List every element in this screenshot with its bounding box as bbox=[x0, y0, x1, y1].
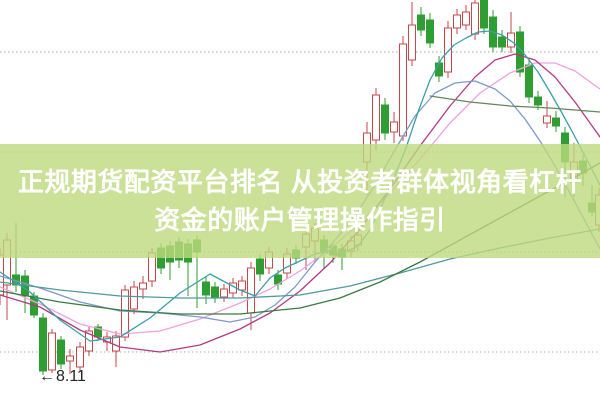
low-price-value: 8.11 bbox=[56, 368, 86, 385]
banner-title-line1: 正规期货配资平台排名 从投资者群体视角看杠杆 bbox=[17, 167, 583, 197]
banner-title-line2: 资金的账户管理操作指引 bbox=[154, 205, 446, 235]
low-price-annotation: ←8.11 bbox=[39, 368, 86, 386]
title-banner: 正规期货配资平台排名 从投资者群体视角看杠杆 资金的账户管理操作指引 bbox=[0, 144, 600, 258]
ma-olive bbox=[429, 95, 600, 113]
left-arrow-icon: ← bbox=[39, 368, 55, 385]
